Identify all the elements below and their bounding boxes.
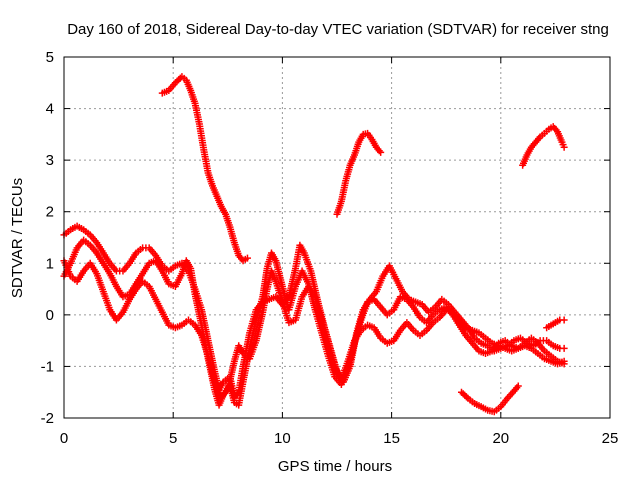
- data-point: [560, 316, 568, 324]
- data-points: [60, 73, 568, 416]
- y-tick-label: -2: [41, 410, 54, 427]
- axis-ticks: [63, 56, 611, 419]
- plot-frame: [63, 56, 611, 419]
- x-tick-label: 20: [492, 430, 509, 447]
- y-tick-labels: -2 -1 0 1 2 3 4 5: [41, 49, 54, 427]
- x-tick-label: 15: [383, 430, 400, 447]
- series-track-c: [60, 257, 568, 401]
- data-point: [560, 357, 568, 365]
- x-tick-label: 10: [274, 430, 291, 447]
- y-tick-label: 0: [46, 307, 54, 324]
- data-point: [560, 143, 568, 151]
- data-point: [377, 148, 385, 156]
- x-axis-label: GPS time / hours: [278, 458, 392, 475]
- x-tick-label: 0: [60, 430, 68, 447]
- y-tick-label: 5: [46, 49, 54, 66]
- series-track-d: [158, 73, 251, 265]
- y-tick-label: 2: [46, 204, 54, 221]
- y-tick-label: -1: [41, 358, 54, 375]
- series-track-g: [457, 382, 522, 416]
- x-tick-label: 5: [169, 430, 177, 447]
- y-tick-label: 3: [46, 152, 54, 169]
- data-point: [243, 254, 251, 262]
- y-tick-label: 4: [46, 101, 54, 118]
- data-point: [514, 382, 522, 390]
- chart-title: Day 160 of 2018, Sidereal Day-to-day VTE…: [67, 21, 609, 38]
- data-point: [560, 344, 568, 352]
- x-tick-labels: 0 5 10 15 20 25: [60, 430, 619, 447]
- series-track-f: [519, 123, 568, 169]
- y-axis-label: SDTVAR / TECUs: [9, 178, 26, 298]
- x-tick-label: 25: [602, 430, 619, 447]
- series-track-b: [60, 236, 568, 409]
- series-track-e: [333, 129, 385, 218]
- y-tick-label: 1: [46, 255, 54, 272]
- series-track-h: [543, 316, 568, 332]
